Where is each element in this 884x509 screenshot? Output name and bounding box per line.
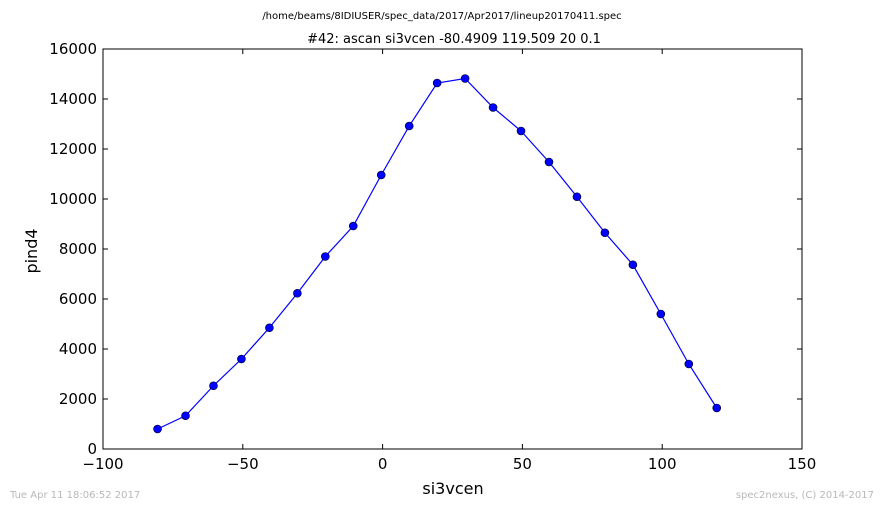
data-point xyxy=(153,424,162,434)
y-tick-label: 14000 xyxy=(49,90,97,108)
y-axis-label: pind4 xyxy=(22,228,41,273)
series-line xyxy=(157,77,718,430)
x-tick-label: −100 xyxy=(82,455,123,473)
data-point xyxy=(488,103,498,112)
footer-credit: spec2nexus, (C) 2014-2017 xyxy=(736,490,874,501)
y-tick-label: 4000 xyxy=(59,340,97,358)
data-point xyxy=(404,121,414,131)
data-point xyxy=(600,228,610,238)
data-point xyxy=(628,260,638,270)
x-tick-label: 0 xyxy=(378,455,388,473)
plot-area: −100 −50 0 50 100 150 0 2000 4000 6000 8000 10000 1… xyxy=(49,40,816,473)
x-tick-label: 50 xyxy=(513,455,532,473)
data-point xyxy=(712,403,722,413)
data-point xyxy=(265,323,274,333)
data-point xyxy=(572,192,582,202)
y-tick-label: 2000 xyxy=(59,390,97,408)
x-axis-label: si3vcen xyxy=(422,479,483,498)
data-point xyxy=(656,309,666,319)
data-point xyxy=(544,157,554,167)
data-point xyxy=(293,288,302,298)
series-layer xyxy=(153,74,722,434)
x-axis: −100 −50 0 50 100 150 xyxy=(82,49,816,473)
data-point xyxy=(209,381,218,391)
x-tick-label: −50 xyxy=(227,455,259,473)
data-point xyxy=(348,221,358,231)
chart-title: #42: ascan si3vcen -80.4909 119.509 20 0… xyxy=(307,32,601,47)
data-point xyxy=(432,78,442,88)
y-tick-label: 8000 xyxy=(59,240,97,258)
data-point xyxy=(376,170,386,180)
y-tick-label: 6000 xyxy=(59,290,97,308)
data-point xyxy=(181,411,190,421)
data-point xyxy=(684,359,694,369)
data-point xyxy=(516,126,526,136)
data-point xyxy=(321,252,330,261)
figure-suptitle: /home/beams/8IDIUSER/spec_data/2017/Apr2… xyxy=(262,11,621,22)
footer-timestamp: Tue Apr 11 18:06:52 2017 xyxy=(9,490,140,501)
y-tick-label: 16000 xyxy=(49,40,97,58)
y-axis: 0 2000 4000 6000 8000 10000 12000 14000 16000 xyxy=(49,40,802,458)
x-tick-label: 150 xyxy=(788,455,817,473)
data-point xyxy=(237,354,246,364)
y-tick-label: 10000 xyxy=(49,190,97,208)
data-point xyxy=(460,74,470,83)
x-tick-label: 100 xyxy=(648,455,677,473)
y-tick-label: 12000 xyxy=(49,140,97,158)
y-tick-label: 0 xyxy=(87,440,97,458)
axes-frame xyxy=(102,48,803,450)
